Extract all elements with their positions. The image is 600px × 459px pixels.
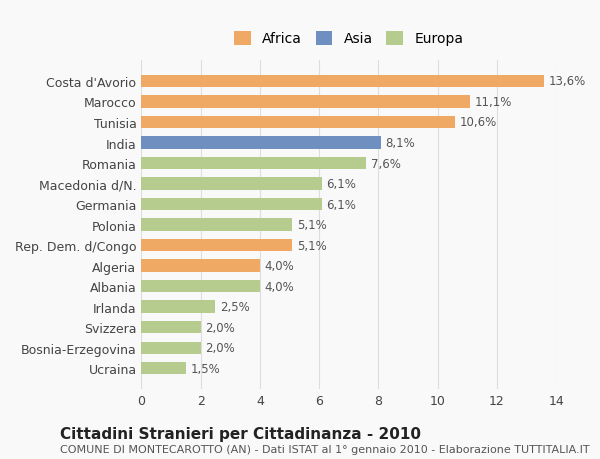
Bar: [142, 219, 292, 231]
Text: 13,6%: 13,6%: [548, 75, 586, 88]
Text: 4,0%: 4,0%: [264, 280, 294, 293]
Bar: [142, 301, 215, 313]
Bar: [142, 76, 544, 88]
Bar: [142, 198, 322, 211]
Text: COMUNE DI MONTECAROTTO (AN) - Dati ISTAT al 1° gennaio 2010 - Elaborazione TUTTI: COMUNE DI MONTECAROTTO (AN) - Dati ISTAT…: [60, 444, 590, 454]
Bar: [142, 260, 260, 272]
Text: 2,0%: 2,0%: [205, 321, 235, 334]
Bar: [142, 362, 186, 375]
Text: 6,1%: 6,1%: [326, 198, 356, 211]
Text: 8,1%: 8,1%: [386, 137, 415, 150]
Text: 6,1%: 6,1%: [326, 178, 356, 190]
Text: 11,1%: 11,1%: [475, 96, 512, 109]
Text: 10,6%: 10,6%: [460, 116, 497, 129]
Bar: [142, 178, 322, 190]
Bar: [142, 342, 200, 354]
Text: 7,6%: 7,6%: [371, 157, 401, 170]
Text: 5,1%: 5,1%: [297, 239, 326, 252]
Text: 5,1%: 5,1%: [297, 218, 326, 232]
Bar: [142, 240, 292, 252]
Text: 2,0%: 2,0%: [205, 341, 235, 354]
Text: Cittadini Stranieri per Cittadinanza - 2010: Cittadini Stranieri per Cittadinanza - 2…: [60, 425, 421, 441]
Bar: [142, 117, 455, 129]
Legend: Africa, Asia, Europa: Africa, Asia, Europa: [234, 32, 463, 46]
Bar: [142, 321, 200, 334]
Bar: [142, 96, 470, 108]
Bar: [142, 137, 381, 149]
Bar: [142, 157, 367, 170]
Text: 2,5%: 2,5%: [220, 301, 250, 313]
Text: 4,0%: 4,0%: [264, 259, 294, 273]
Bar: [142, 280, 260, 293]
Text: 1,5%: 1,5%: [190, 362, 220, 375]
